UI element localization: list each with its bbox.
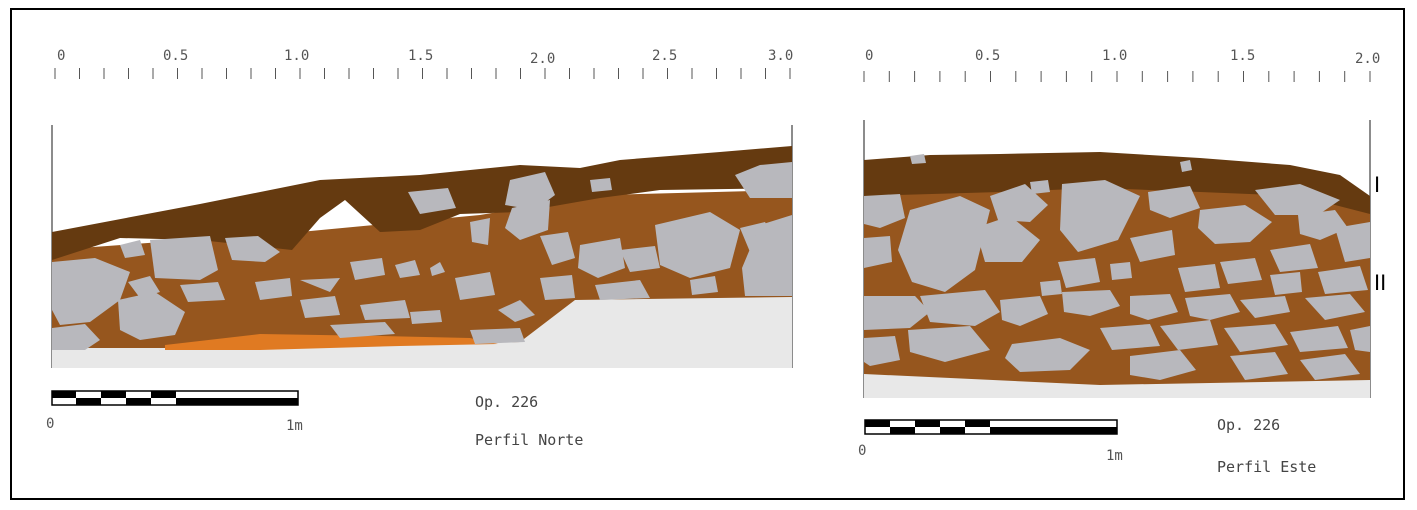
soil-layer-i: [864, 152, 1370, 214]
caption-title-east: Perfil Este: [1217, 458, 1316, 476]
stones-east: [864, 154, 1370, 380]
ruler-label: 0: [57, 48, 65, 64]
scale-bar-end-label: 1m: [1106, 448, 1123, 464]
soil-layer-ii: [52, 190, 792, 348]
scale-bar-north: 0 1m: [46, 390, 303, 434]
ruler-east: 0 0.5 1.0 1.5 2.0: [863, 48, 1380, 82]
ruler-label: 1.0: [284, 48, 309, 64]
ruler-label: 2.0: [1355, 51, 1380, 67]
caption-op-north: Op. 226: [475, 393, 538, 411]
ruler-label: 1.5: [408, 48, 433, 64]
ruler-label: 1.5: [1230, 48, 1255, 64]
scale-bar-end-label: 1m: [286, 418, 303, 434]
scale-bar-start-label: 0: [46, 416, 54, 432]
profile-north: 0 0.5 1.0 1.5 2.0 2.5 3.0: [51, 48, 793, 368]
caption-title-north: Perfil Norte: [475, 431, 583, 449]
ruler-north: 0 0.5 1.0 1.5 2.0 2.5 3.0: [54, 48, 793, 79]
scale-bar-start-label: 0: [858, 443, 866, 459]
stones-north: [52, 162, 792, 350]
ruler-label: 0: [865, 48, 873, 64]
layer-label-i: I: [1374, 172, 1380, 197]
layer-label-ii: II: [1374, 270, 1386, 295]
caption-op-east: Op. 226: [1217, 416, 1280, 434]
orange-lens: [165, 334, 498, 350]
ruler-label: 0.5: [163, 48, 188, 64]
profile-east: 0 0.5 1.0 1.5 2.0: [863, 48, 1386, 398]
ruler-label: 3.0: [768, 48, 793, 64]
ruler-label: 0.5: [975, 48, 1000, 64]
ruler-label: 2.0: [530, 51, 555, 67]
scale-bar-east: 0 1m: [858, 419, 1123, 464]
ruler-label: 2.5: [652, 48, 677, 64]
ruler-label: 1.0: [1102, 48, 1127, 64]
